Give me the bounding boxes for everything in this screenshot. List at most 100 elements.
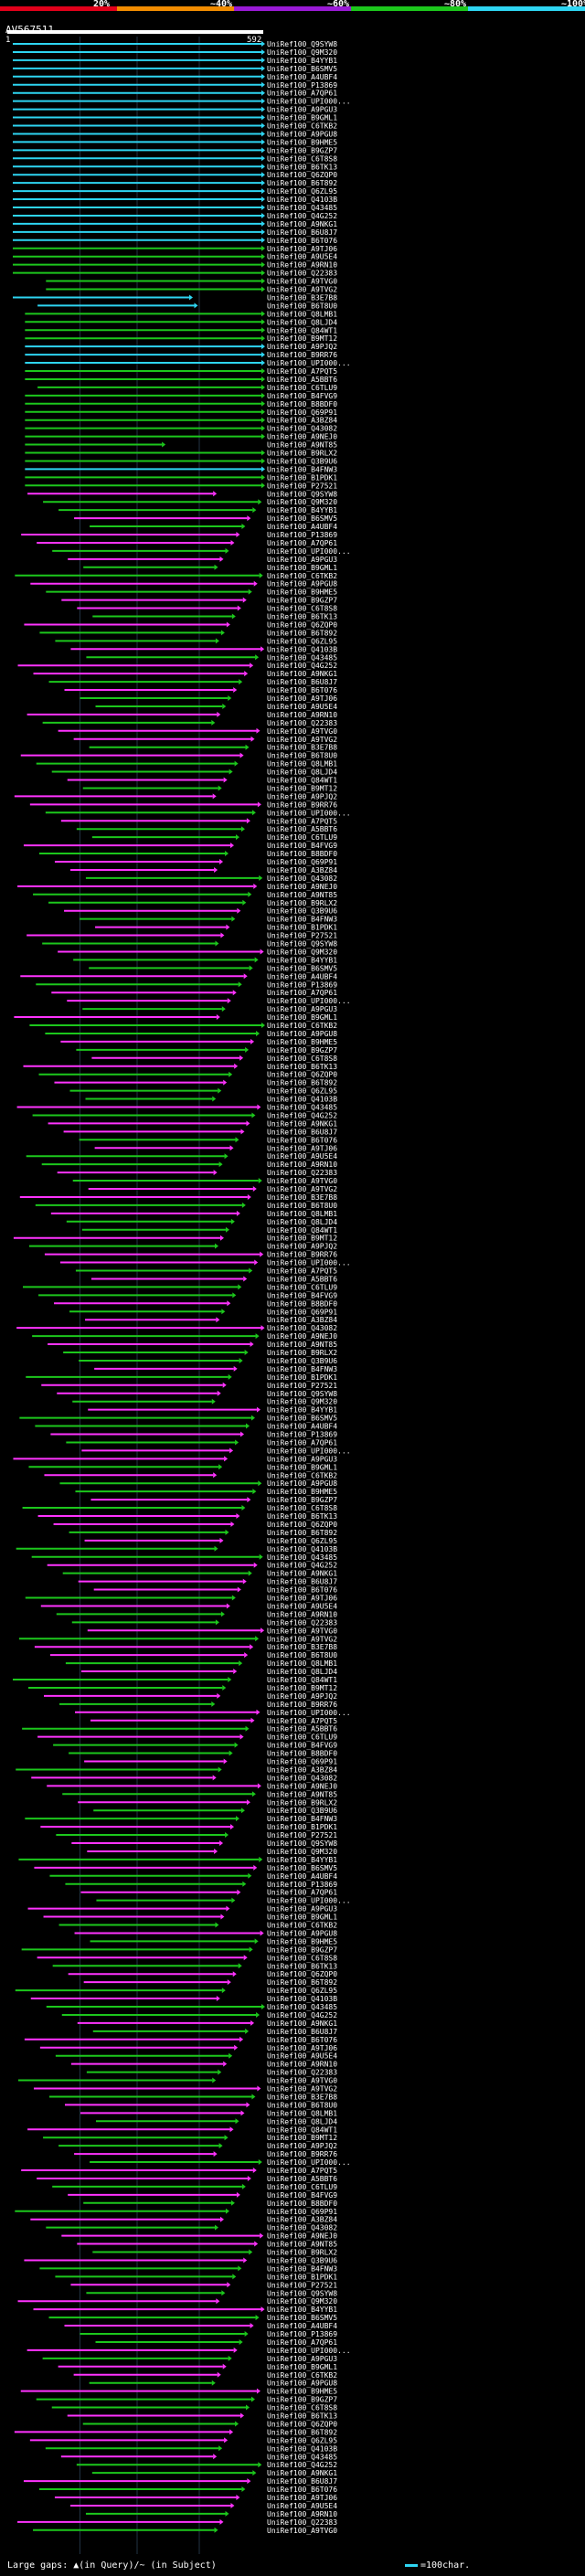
hit-label[interactable]: UniRef100_B6T892 bbox=[267, 629, 337, 637]
hit-label[interactable]: UniRef100_Q6ZL95 bbox=[267, 187, 337, 196]
hit-label[interactable]: UniRef100_B9RR76 bbox=[267, 800, 337, 809]
hit-label[interactable]: UniRef100_A9PJQ2 bbox=[267, 343, 337, 351]
hit-label[interactable]: UniRef100_Q9SYW8 bbox=[267, 490, 337, 498]
hit-label[interactable]: UniRef100_Q9M320 bbox=[267, 498, 337, 506]
hit-label[interactable]: UniRef100_B4FVG9 bbox=[267, 842, 337, 850]
hit-label[interactable]: UniRef100_Q69P91 bbox=[267, 858, 337, 866]
hit-label[interactable]: UniRef100_B3E7B8 bbox=[267, 1193, 337, 1202]
hit-label[interactable]: UniRef100_A9RN10 bbox=[267, 1161, 337, 1169]
hit-label[interactable]: UniRef100_Q9M320 bbox=[267, 948, 337, 956]
hit-label[interactable]: UniRef100_B1PDK1 bbox=[267, 1823, 337, 1831]
hit-label[interactable]: UniRef100_B9GZP7 bbox=[267, 146, 337, 154]
hit-label[interactable]: UniRef100_A9PGU3 bbox=[267, 1905, 337, 1913]
hit-label[interactable]: UniRef100_B9MT12 bbox=[267, 334, 337, 343]
hit-label[interactable]: UniRef100_B9GZP7 bbox=[267, 1496, 337, 1504]
hit-label[interactable]: UniRef100_A9TVG0 bbox=[267, 727, 337, 736]
hit-label[interactable]: UniRef100_Q6ZQP0 bbox=[267, 1071, 337, 1079]
hit-label[interactable]: UniRef100_A9PGU8 bbox=[267, 1030, 337, 1038]
hit-label[interactable]: UniRef100_B9RLX2 bbox=[267, 1798, 337, 1807]
hit-label[interactable]: UniRef100_A9NT85 bbox=[267, 1790, 337, 1798]
hit-label[interactable]: UniRef100_P27521 bbox=[267, 1382, 337, 1390]
hit-label[interactable]: UniRef100_B8BDF0 bbox=[267, 2200, 337, 2208]
hit-label[interactable]: UniRef100_P13869 bbox=[267, 81, 337, 90]
hit-label[interactable]: UniRef100_B6T892 bbox=[267, 1079, 337, 1087]
hit-label[interactable]: UniRef100_A3BZ84 bbox=[267, 417, 337, 425]
hit-label[interactable]: UniRef100_A3BZ84 bbox=[267, 2216, 337, 2224]
hit-label[interactable]: UniRef100_B1PDK1 bbox=[267, 473, 337, 482]
hit-label[interactable]: UniRef100_A9PGU8 bbox=[267, 2380, 337, 2388]
hit-label[interactable]: UniRef100_Q4G252 bbox=[267, 2461, 337, 2469]
hit-label[interactable]: UniRef100_Q69P91 bbox=[267, 1308, 337, 1316]
hit-label[interactable]: UniRef100_B9RLX2 bbox=[267, 1349, 337, 1357]
hit-label[interactable]: UniRef100_A9TVG2 bbox=[267, 1185, 337, 1193]
hit-label[interactable]: UniRef100_B9GML1 bbox=[267, 1013, 337, 1022]
hit-label[interactable]: UniRef100_B6T8U0 bbox=[267, 2101, 337, 2109]
hit-label[interactable]: UniRef100_Q4103B bbox=[267, 645, 337, 653]
hit-label[interactable]: UniRef100_B6T076 bbox=[267, 1136, 337, 1144]
hit-label[interactable]: UniRef100_B9HME5 bbox=[267, 1937, 337, 1945]
hit-label[interactable]: UniRef100_A9TVG0 bbox=[267, 2077, 337, 2085]
hit-label[interactable]: UniRef100_A9NEJ0 bbox=[267, 433, 337, 441]
hit-label[interactable]: UniRef100_B9GZP7 bbox=[267, 2396, 337, 2404]
hit-label[interactable]: UniRef100_Q8LMB1 bbox=[267, 310, 337, 318]
hit-label[interactable]: UniRef100_A9TVG0 bbox=[267, 278, 337, 286]
hit-label[interactable]: UniRef100_B4YYB1 bbox=[267, 506, 337, 514]
hit-label[interactable]: UniRef100_Q4103B bbox=[267, 1995, 337, 2003]
hit-label[interactable]: UniRef100_A3BZ84 bbox=[267, 1765, 337, 1774]
hit-label[interactable]: UniRef100_A9TJ06 bbox=[267, 1595, 337, 1603]
hit-label[interactable]: UniRef100_Q43485 bbox=[267, 653, 337, 662]
hit-label[interactable]: UniRef100_A5BBT6 bbox=[267, 1725, 337, 1733]
hit-label[interactable]: UniRef100_A9PGU3 bbox=[267, 556, 337, 564]
hit-label[interactable]: UniRef100_UPI000... bbox=[267, 1897, 351, 1905]
hit-label[interactable]: UniRef100_B6TK13 bbox=[267, 2412, 337, 2421]
hit-label[interactable]: UniRef100_Q6ZQP0 bbox=[267, 1970, 337, 1978]
hit-label[interactable]: UniRef100_B9MT12 bbox=[267, 1235, 337, 1243]
hit-label[interactable]: UniRef100_Q84WT1 bbox=[267, 1226, 337, 1235]
hit-label[interactable]: UniRef100_Q9SYW8 bbox=[267, 940, 337, 949]
hit-label[interactable]: UniRef100_A9U5E4 bbox=[267, 253, 337, 261]
hit-label[interactable]: UniRef100_C6TLU9 bbox=[267, 1733, 337, 1742]
hit-label[interactable]: UniRef100_UPI000... bbox=[267, 1259, 351, 1267]
hit-label[interactable]: UniRef100_Q84WT1 bbox=[267, 326, 337, 334]
hit-label[interactable]: UniRef100_A9U5E4 bbox=[267, 2052, 337, 2061]
hit-label[interactable]: UniRef100_A9U5E4 bbox=[267, 1152, 337, 1161]
hit-label[interactable]: UniRef100_C6T8S8 bbox=[267, 1504, 337, 1512]
hit-label[interactable]: UniRef100_B6T8U0 bbox=[267, 1651, 337, 1659]
hit-label[interactable]: UniRef100_A9PGU3 bbox=[267, 1455, 337, 1463]
hit-label[interactable]: UniRef100_P13869 bbox=[267, 1881, 337, 1889]
hit-label[interactable]: UniRef100_A9NKG1 bbox=[267, 1119, 337, 1128]
hit-label[interactable]: UniRef100_B4FVG9 bbox=[267, 1742, 337, 1750]
hit-label[interactable]: UniRef100_Q43485 bbox=[267, 1553, 337, 1562]
hit-label[interactable]: UniRef100_Q4103B bbox=[267, 1545, 337, 1553]
hit-label[interactable]: UniRef100_A9PGU8 bbox=[267, 130, 337, 138]
hit-label[interactable]: UniRef100_Q69P91 bbox=[267, 2208, 337, 2216]
hit-label[interactable]: UniRef100_A9NT85 bbox=[267, 1341, 337, 1349]
hit-label[interactable]: UniRef100_A9NKG1 bbox=[267, 670, 337, 678]
hit-label[interactable]: UniRef100_Q22383 bbox=[267, 2069, 337, 2077]
hit-label[interactable]: UniRef100_Q6ZL95 bbox=[267, 1537, 337, 1545]
hit-label[interactable]: UniRef100_B6TK13 bbox=[267, 1512, 337, 1521]
hit-label[interactable]: UniRef100_Q6ZQP0 bbox=[267, 171, 337, 179]
hit-label[interactable]: UniRef100_Q9M320 bbox=[267, 1398, 337, 1406]
hit-label[interactable]: UniRef100_B4YYB1 bbox=[267, 1856, 337, 1864]
hit-label[interactable]: UniRef100_P27521 bbox=[267, 1831, 337, 1839]
hit-label[interactable]: UniRef100_A9PGU3 bbox=[267, 2355, 337, 2363]
hit-label[interactable]: UniRef100_B9GZP7 bbox=[267, 1945, 337, 1954]
hit-label[interactable]: UniRef100_A5BBT6 bbox=[267, 1275, 337, 1283]
hit-label[interactable]: UniRef100_B8BDF0 bbox=[267, 1750, 337, 1758]
hit-label[interactable]: UniRef100_B9HME5 bbox=[267, 2388, 337, 2396]
hit-label[interactable]: UniRef100_Q3B9U6 bbox=[267, 2256, 337, 2264]
hit-label[interactable]: UniRef100_A9RN10 bbox=[267, 2061, 337, 2069]
hit-label[interactable]: UniRef100_Q4103B bbox=[267, 196, 337, 204]
hit-label[interactable]: UniRef100_P13869 bbox=[267, 981, 337, 989]
hit-label[interactable]: UniRef100_A9NKG1 bbox=[267, 2019, 337, 2028]
hit-label[interactable]: UniRef100_A9TJ06 bbox=[267, 245, 337, 253]
hit-label[interactable]: UniRef100_Q3B9U6 bbox=[267, 1807, 337, 1815]
hit-label[interactable]: UniRef100_C6TKB2 bbox=[267, 1471, 337, 1479]
hit-label[interactable]: UniRef100_B6T8U0 bbox=[267, 752, 337, 760]
hit-label[interactable]: UniRef100_B1PDK1 bbox=[267, 924, 337, 932]
hit-label[interactable]: UniRef100_B6U8J7 bbox=[267, 2477, 337, 2486]
hit-label[interactable]: UniRef100_A7PQT5 bbox=[267, 367, 337, 376]
hit-label[interactable]: UniRef100_B4FNW3 bbox=[267, 1815, 337, 1823]
hit-label[interactable]: UniRef100_A7PQT5 bbox=[267, 1717, 337, 1725]
